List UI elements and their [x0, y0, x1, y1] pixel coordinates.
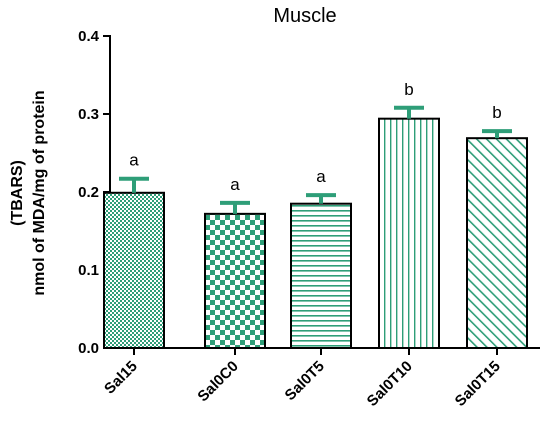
y-axis-label-line-1: (TBARS) — [9, 160, 26, 226]
chart-title: Muscle — [273, 5, 336, 27]
x-axis: Sal15 Sal0C0 Sal0T5 Sal0T10 Sal0T15 — [101, 347, 540, 410]
y-tick-label: 0.2 — [78, 184, 99, 201]
y-tick-label: 0.4 — [78, 28, 100, 45]
significance-label: a — [316, 167, 326, 186]
x-tick-label: Sal0T10 — [364, 358, 416, 410]
bar — [204, 212, 266, 349]
significance-label: b — [404, 80, 413, 99]
y-tick-label: 0.0 — [78, 340, 99, 357]
bar — [466, 137, 528, 349]
significance-label: a — [129, 151, 139, 170]
y-tick-label: 0.3 — [78, 106, 99, 123]
significance-label: b — [492, 103, 501, 122]
x-tick-label: Sal0C0 — [194, 358, 241, 405]
x-tick-label: Sal0T5 — [282, 358, 328, 404]
x-tick-label: Sal0T15 — [452, 358, 504, 410]
y-axis-label-line-2: nmol of MDA/mg of protein — [31, 90, 48, 295]
y-tick-label: 0.1 — [78, 262, 99, 279]
significance-label: a — [230, 175, 240, 194]
bar — [290, 202, 352, 349]
x-tick-label: Sal15 — [101, 358, 141, 398]
bars: a a a b b — [103, 80, 528, 350]
bar — [103, 191, 165, 349]
bar — [378, 117, 440, 350]
